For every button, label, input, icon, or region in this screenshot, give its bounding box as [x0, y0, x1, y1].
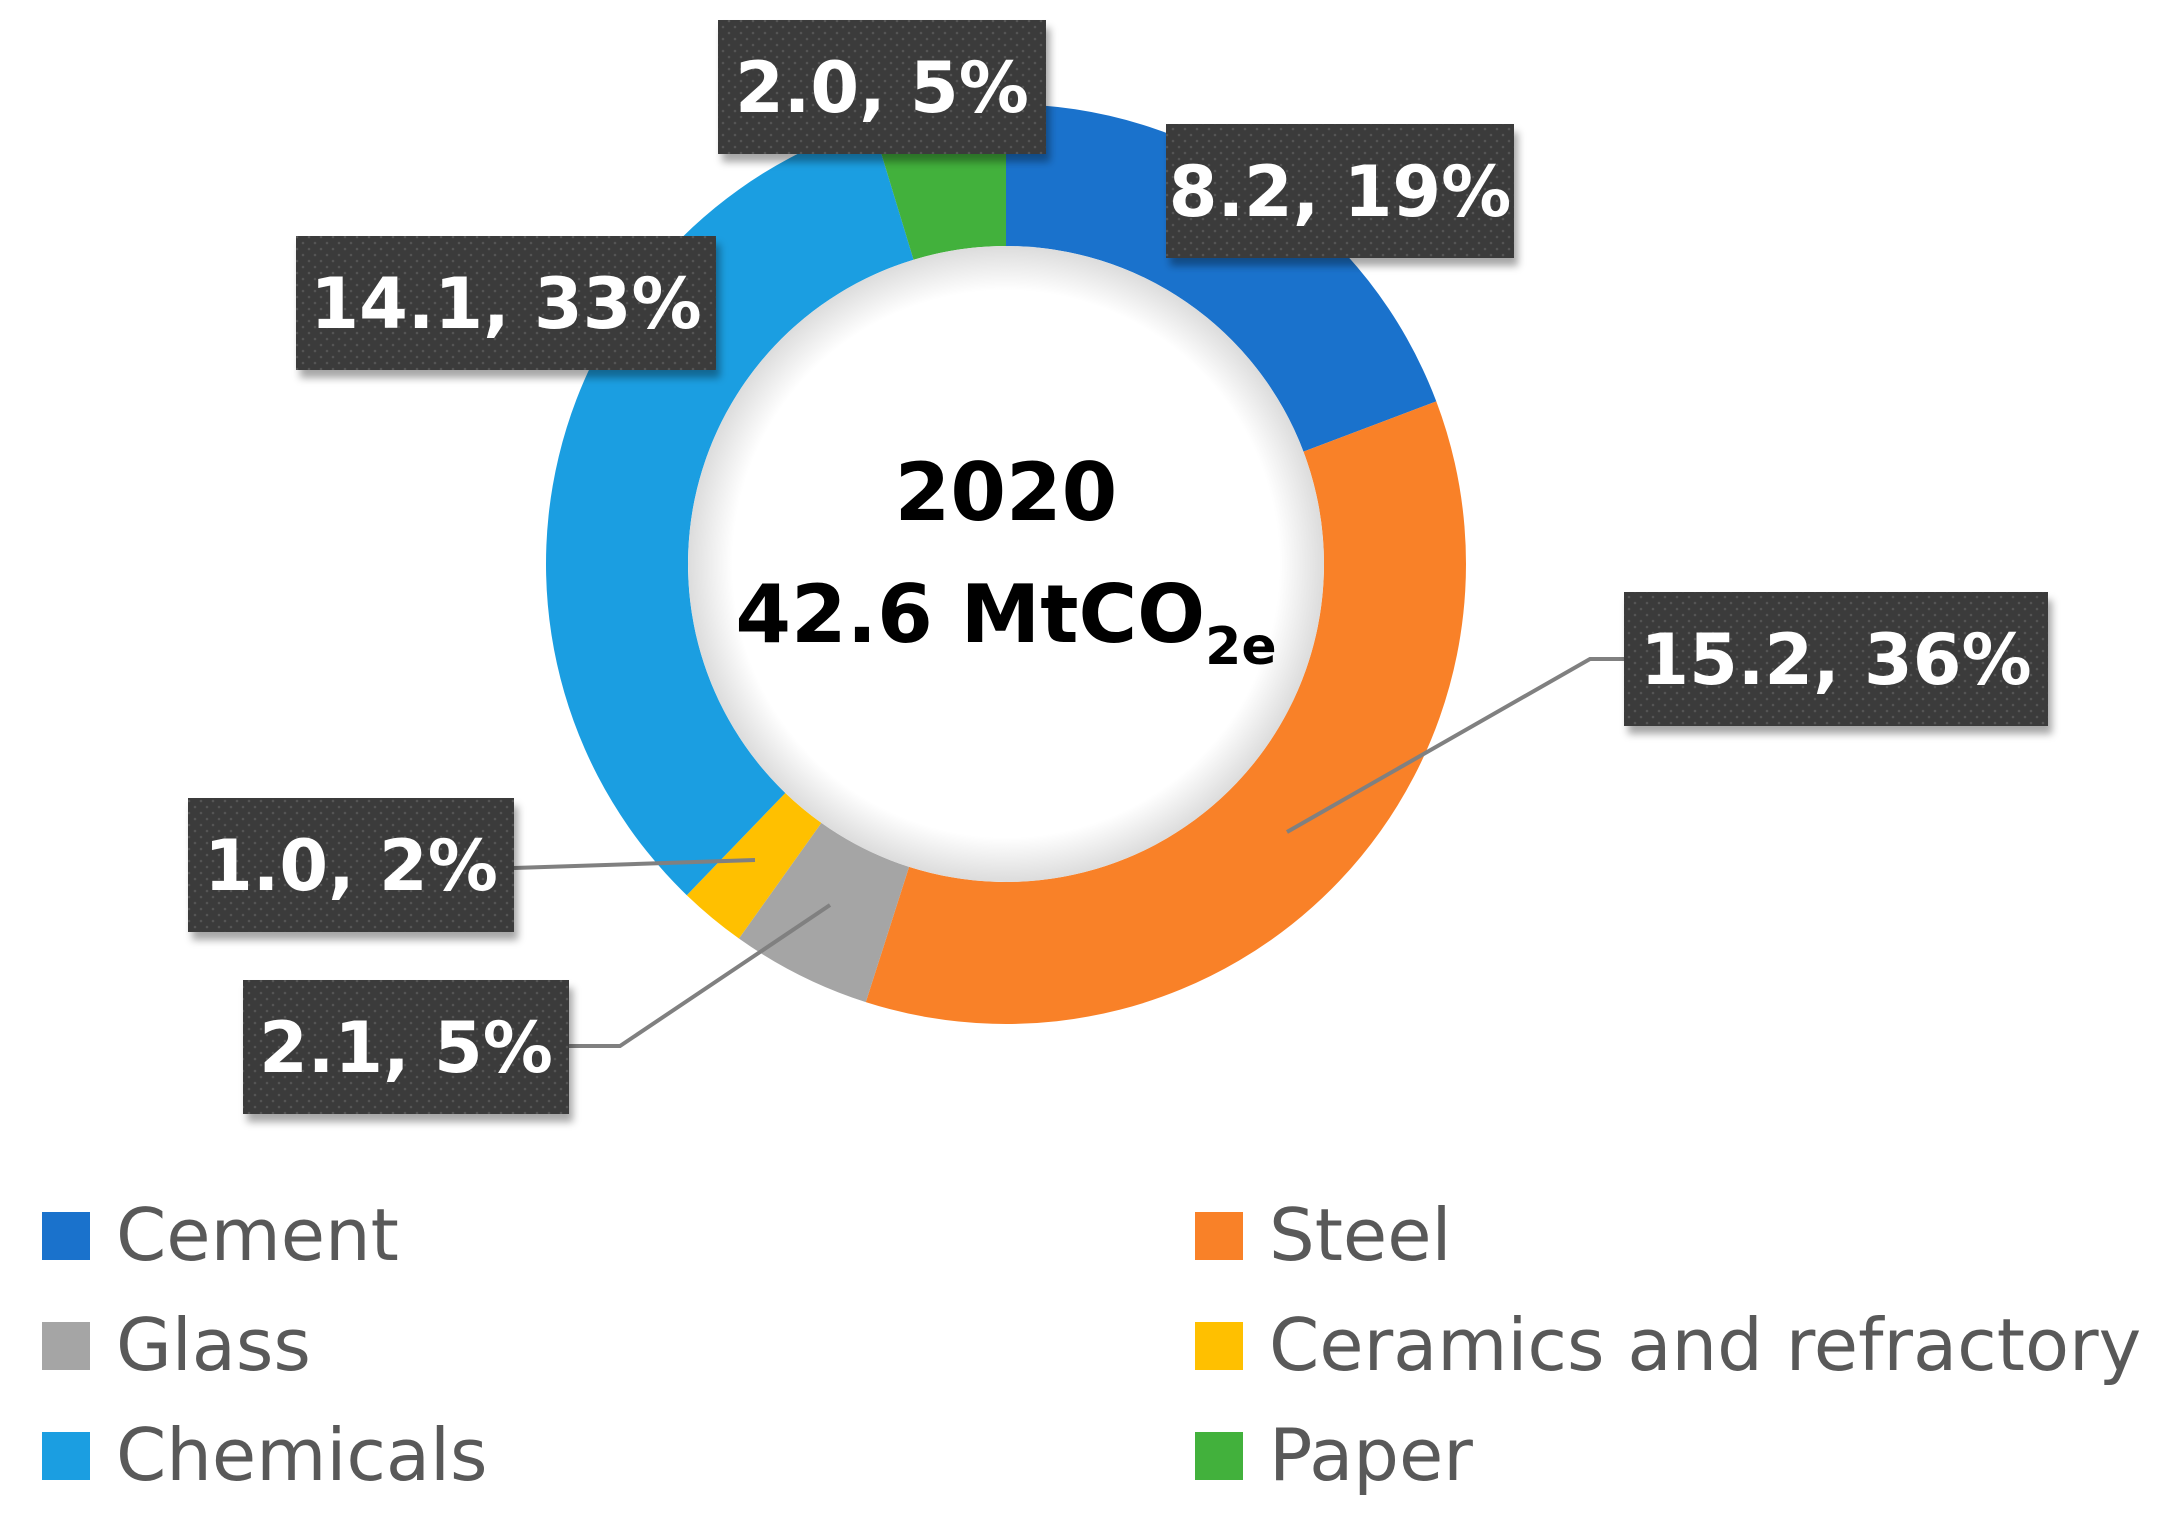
data-label-box: [243, 980, 569, 1114]
legend-item-chemicals: Chemicals: [42, 1413, 488, 1497]
legend-item-paper: Paper: [1195, 1413, 1473, 1497]
center-year: 2020: [895, 446, 1118, 539]
legend-label: Cement: [116, 1193, 399, 1277]
legend-label: Steel: [1269, 1193, 1452, 1277]
data-label-box: [1166, 124, 1514, 258]
leader-line-ceramics-and-refractory: [513, 858, 756, 870]
legend-label: Paper: [1269, 1413, 1473, 1497]
donut-hole: [688, 246, 1324, 882]
data-label-box: [1624, 592, 2048, 726]
slice-steel: [865, 401, 1466, 1024]
legend-swatch: [1195, 1322, 1243, 1370]
slice-ceramics-and-refractory: [686, 792, 822, 939]
data-label-cement: 8.2, 19%: [1166, 124, 1514, 258]
data-label-value: 2.1, 5%: [259, 1007, 553, 1089]
leader-line-steel: [1286, 657, 1624, 834]
data-label-paper: 2.0, 5%: [718, 20, 1046, 154]
data-label-value: 8.2, 19%: [1169, 151, 1512, 233]
legend-label: Glass: [116, 1303, 311, 1387]
data-label-ceramics-and-refractory: 1.0, 2%: [188, 798, 514, 932]
data-label-box: [718, 20, 1046, 154]
center-total: 42.6 MtCO2e: [735, 568, 1276, 677]
center-total-main: 42.6 MtCO: [735, 568, 1205, 661]
data-label-steel: 15.2, 36%: [1624, 592, 2048, 726]
legend-label: Chemicals: [116, 1413, 488, 1497]
slice-glass: [738, 822, 910, 1003]
data-label-value: 14.1, 33%: [310, 263, 701, 345]
data-label-value: 15.2, 36%: [1640, 619, 2031, 701]
legend-item-glass: Glass: [42, 1303, 311, 1387]
legend-swatch: [42, 1322, 90, 1370]
center-total-subscript: 2e: [1205, 617, 1276, 677]
legend-item-steel: Steel: [1195, 1193, 1452, 1277]
leader-line-glass: [569, 903, 832, 1048]
data-label-value: 2.0, 5%: [735, 47, 1029, 129]
legend-swatch: [42, 1432, 90, 1480]
legend-item-cement: Cement: [42, 1193, 399, 1277]
data-label-box: [188, 798, 514, 932]
legend-swatch: [1195, 1212, 1243, 1260]
data-label-value: 1.0, 2%: [204, 825, 498, 907]
data-label-glass: 2.1, 5%: [243, 980, 569, 1114]
legend-swatch: [42, 1212, 90, 1260]
legend: Cement Steel Glass Ceramics and refractory C…: [42, 1193, 2141, 1497]
data-label-chemicals: 14.1, 33%: [296, 236, 716, 370]
legend-swatch: [1195, 1432, 1243, 1480]
legend-item-ceramics-and-refractory: Ceramics and refractory: [1195, 1303, 2141, 1387]
data-label-box: [296, 236, 716, 370]
data-labels: 8.2, 19% 15.2, 36% 2.1, 5% 1.0, 2% 14.1, 33%…: [188, 20, 2048, 1114]
slice-cement: [1006, 104, 1437, 452]
legend-label: Ceramics and refractory: [1269, 1303, 2141, 1387]
leader-lines: [513, 657, 1624, 1048]
